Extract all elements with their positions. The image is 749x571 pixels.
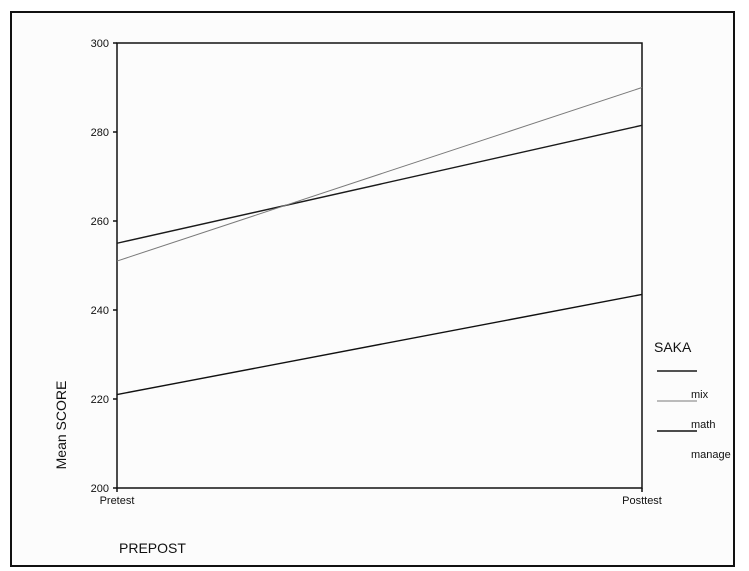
y-tick-label: 300 xyxy=(91,38,109,50)
legend-label-manage: manage xyxy=(691,449,731,461)
legend-title: SAKA xyxy=(654,339,692,355)
y-tick-label: 240 xyxy=(91,305,109,317)
series-line-mix xyxy=(116,124,643,244)
legend: SAKA mix math manage xyxy=(654,339,731,461)
chart-frame xyxy=(10,11,735,567)
y-tick-label: 280 xyxy=(91,127,109,139)
y-axis-ticks: 200 220 240 260 280 300 xyxy=(91,38,117,495)
series-line-math xyxy=(116,87,643,262)
plot-area xyxy=(116,42,643,489)
legend-label-math: math xyxy=(691,419,715,431)
y-tick-label: 220 xyxy=(91,394,109,406)
y-tick-label: 260 xyxy=(91,216,109,228)
series-line-manage xyxy=(116,293,643,396)
x-tick-label: Posttest xyxy=(622,495,662,507)
x-axis-title: PREPOST xyxy=(119,540,186,556)
x-tick-label: Pretest xyxy=(100,495,135,507)
y-tick-label: 200 xyxy=(91,483,109,495)
x-axis-ticks: Pretest Posttest xyxy=(100,488,662,507)
y-axis-title: Mean SCORE xyxy=(53,381,69,470)
legend-label-mix: mix xyxy=(691,389,709,401)
series-lines xyxy=(116,87,643,396)
